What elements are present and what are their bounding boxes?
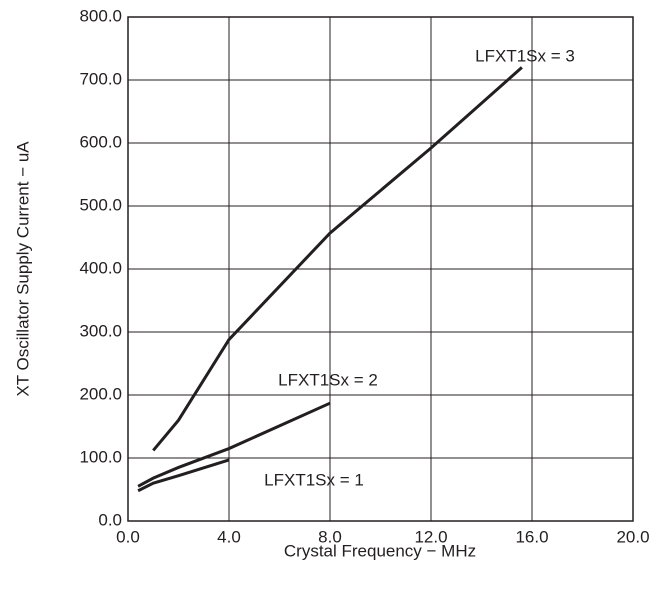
series-label: LFXT1Sx = 3 xyxy=(475,46,575,65)
series-line xyxy=(152,66,523,452)
x-tick-label: 4.0 xyxy=(217,527,241,546)
x-tick-label: 16.0 xyxy=(515,527,548,546)
x-tick-label: 20.0 xyxy=(616,527,649,546)
series-label: LFXT1Sx = 2 xyxy=(278,370,378,389)
y-tick-label: 600.0 xyxy=(79,132,122,151)
x-tick-label: 8.0 xyxy=(318,527,342,546)
plot-frame xyxy=(127,16,634,522)
y-tick-label: 800.0 xyxy=(79,6,122,25)
x-axis-label: Crystal Frequency − MHz xyxy=(284,541,476,560)
y-axis-label: XT Oscillator Supply Current − uA xyxy=(13,141,32,397)
series-label: LFXT1Sx = 1 xyxy=(264,470,364,489)
x-tick-label: 12.0 xyxy=(414,527,447,546)
y-tick-label: 0.0 xyxy=(98,510,122,529)
y-tick-label: 400.0 xyxy=(79,258,122,277)
series-line xyxy=(137,458,230,493)
y-tick-label: 500.0 xyxy=(79,195,122,214)
y-tick-label: 700.0 xyxy=(79,69,122,88)
y-tick-label: 100.0 xyxy=(79,447,122,466)
y-tick-label: 300.0 xyxy=(79,321,122,340)
series-line xyxy=(137,401,331,488)
y-tick-label: 200.0 xyxy=(79,384,122,403)
x-tick-label: 0.0 xyxy=(116,527,140,546)
